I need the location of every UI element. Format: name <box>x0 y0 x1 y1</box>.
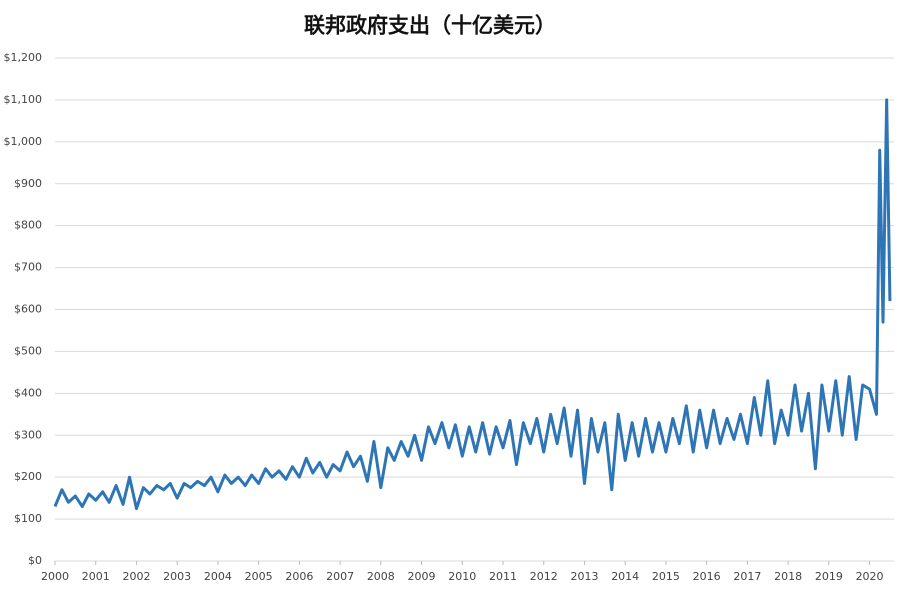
x-tick-label: 2010 <box>448 570 476 583</box>
x-tick-label: 2005 <box>245 570 273 583</box>
x-tick-label: 2008 <box>367 570 395 583</box>
x-tick-label: 2012 <box>530 570 558 583</box>
x-tick-label: 2015 <box>652 570 680 583</box>
x-tick-label: 2006 <box>285 570 313 583</box>
y-tick-label: $1,200 <box>4 51 43 64</box>
y-tick-label: $300 <box>14 428 42 441</box>
x-tick-label: 2013 <box>570 570 598 583</box>
x-tick-label: 2003 <box>163 570 191 583</box>
y-tick-label: $0 <box>28 554 42 567</box>
x-tick-label: 2018 <box>774 570 802 583</box>
y-tick-label: $600 <box>14 303 42 316</box>
y-tick-label: $900 <box>14 177 42 190</box>
x-tick-label: 2011 <box>489 570 517 583</box>
x-tick-label: 2004 <box>204 570 232 583</box>
x-tick-label: 2014 <box>611 570 639 583</box>
x-tick-label: 2009 <box>408 570 436 583</box>
y-tick-label: $200 <box>14 470 42 483</box>
x-tick-label: 2001 <box>82 570 110 583</box>
x-tick-label: 2016 <box>693 570 721 583</box>
y-tick-label: $700 <box>14 261 42 274</box>
x-tick-label: 2017 <box>733 570 761 583</box>
x-tick-label: 2007 <box>326 570 354 583</box>
x-tick-label: 2002 <box>122 570 150 583</box>
data-line <box>53 98 892 511</box>
y-tick-label: $1,100 <box>4 93 43 106</box>
y-tick-label: $400 <box>14 386 42 399</box>
x-tick-label: 2020 <box>856 570 884 583</box>
x-tick-label: 2019 <box>815 570 843 583</box>
y-tick-label: $1,000 <box>4 135 43 148</box>
y-tick-label: $800 <box>14 219 42 232</box>
y-tick-label: $500 <box>14 344 42 357</box>
y-tick-label: $100 <box>14 512 42 525</box>
x-tick-label: 2000 <box>41 570 69 583</box>
chart-title: 联邦政府支出（十亿美元） <box>304 13 556 38</box>
